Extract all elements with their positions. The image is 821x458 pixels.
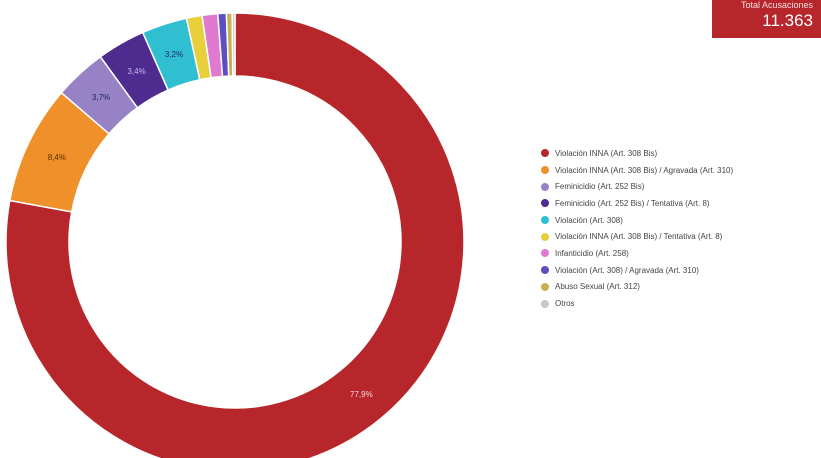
legend-item-2[interactable]: Feminicidio (Art. 252 Bis): [541, 178, 733, 195]
chart-legend: Violación INNA (Art. 308 Bis) Violación I…: [541, 145, 733, 312]
legend-swatch: [541, 282, 549, 291]
kpi-label: Total Acusaciones: [740, 0, 813, 10]
donut-slice-9[interactable]: [231, 12, 236, 77]
legend-swatch: [541, 249, 549, 258]
legend-item-8[interactable]: Abuso Sexual (Art. 312): [541, 279, 733, 296]
legend-swatch: [541, 199, 549, 208]
legend-label: Otros: [555, 299, 575, 309]
legend-swatch: [541, 266, 549, 275]
legend-item-1[interactable]: Violación INNA (Art. 308 Bis) / Agravada…: [541, 162, 733, 179]
legend-label: Feminicidio (Art. 252 Bis) / Tentativa (…: [555, 198, 710, 208]
slice-label-0: 77,9%: [350, 390, 373, 399]
legend-label: Abuso Sexual (Art. 312): [555, 282, 640, 292]
legend-swatch: [541, 166, 549, 175]
donut-slice-0[interactable]: [5, 12, 465, 458]
legend-swatch: [541, 149, 549, 158]
legend-swatch: [541, 232, 549, 241]
legend-label: Violación INNA (Art. 308 Bis) / Tentativ…: [555, 232, 723, 242]
slice-label-3: 3,4%: [127, 67, 145, 76]
legend-item-5[interactable]: Violación INNA (Art. 308 Bis) / Tentativ…: [541, 228, 733, 245]
legend-item-3[interactable]: Feminicidio (Art. 252 Bis) / Tentativa (…: [541, 195, 733, 212]
legend-label: Feminicidio (Art. 252 Bis): [555, 182, 645, 192]
slice-label-2: 3,7%: [92, 93, 110, 102]
legend-label: Violación (Art. 308): [555, 215, 623, 225]
total-kpi-badge: Total Acusaciones 11.363: [712, 0, 821, 38]
legend-item-0[interactable]: Violación INNA (Art. 308 Bis): [541, 145, 733, 162]
legend-item-4[interactable]: Violación (Art. 308): [541, 212, 733, 229]
legend-swatch: [541, 216, 549, 225]
legend-label: Violación INNA (Art. 308 Bis): [555, 148, 658, 158]
legend-swatch: [541, 182, 549, 191]
legend-label: Infanticidio (Art. 258): [555, 248, 629, 258]
legend-swatch: [541, 299, 549, 308]
kpi-value: 11.363: [762, 11, 813, 30]
legend-item-7[interactable]: Violación (Art. 308) / Agravada (Art. 31…: [541, 262, 733, 279]
legend-item-6[interactable]: Infanticidio (Art. 258): [541, 245, 733, 262]
legend-label: Violación (Art. 308) / Agravada (Art. 31…: [555, 265, 699, 275]
legend-item-9[interactable]: Otros: [541, 295, 733, 312]
slice-label-4: 3,2%: [165, 50, 183, 59]
legend-label: Violación INNA (Art. 308 Bis) / Agravada…: [555, 165, 734, 175]
slice-label-1: 8,4%: [48, 153, 66, 162]
